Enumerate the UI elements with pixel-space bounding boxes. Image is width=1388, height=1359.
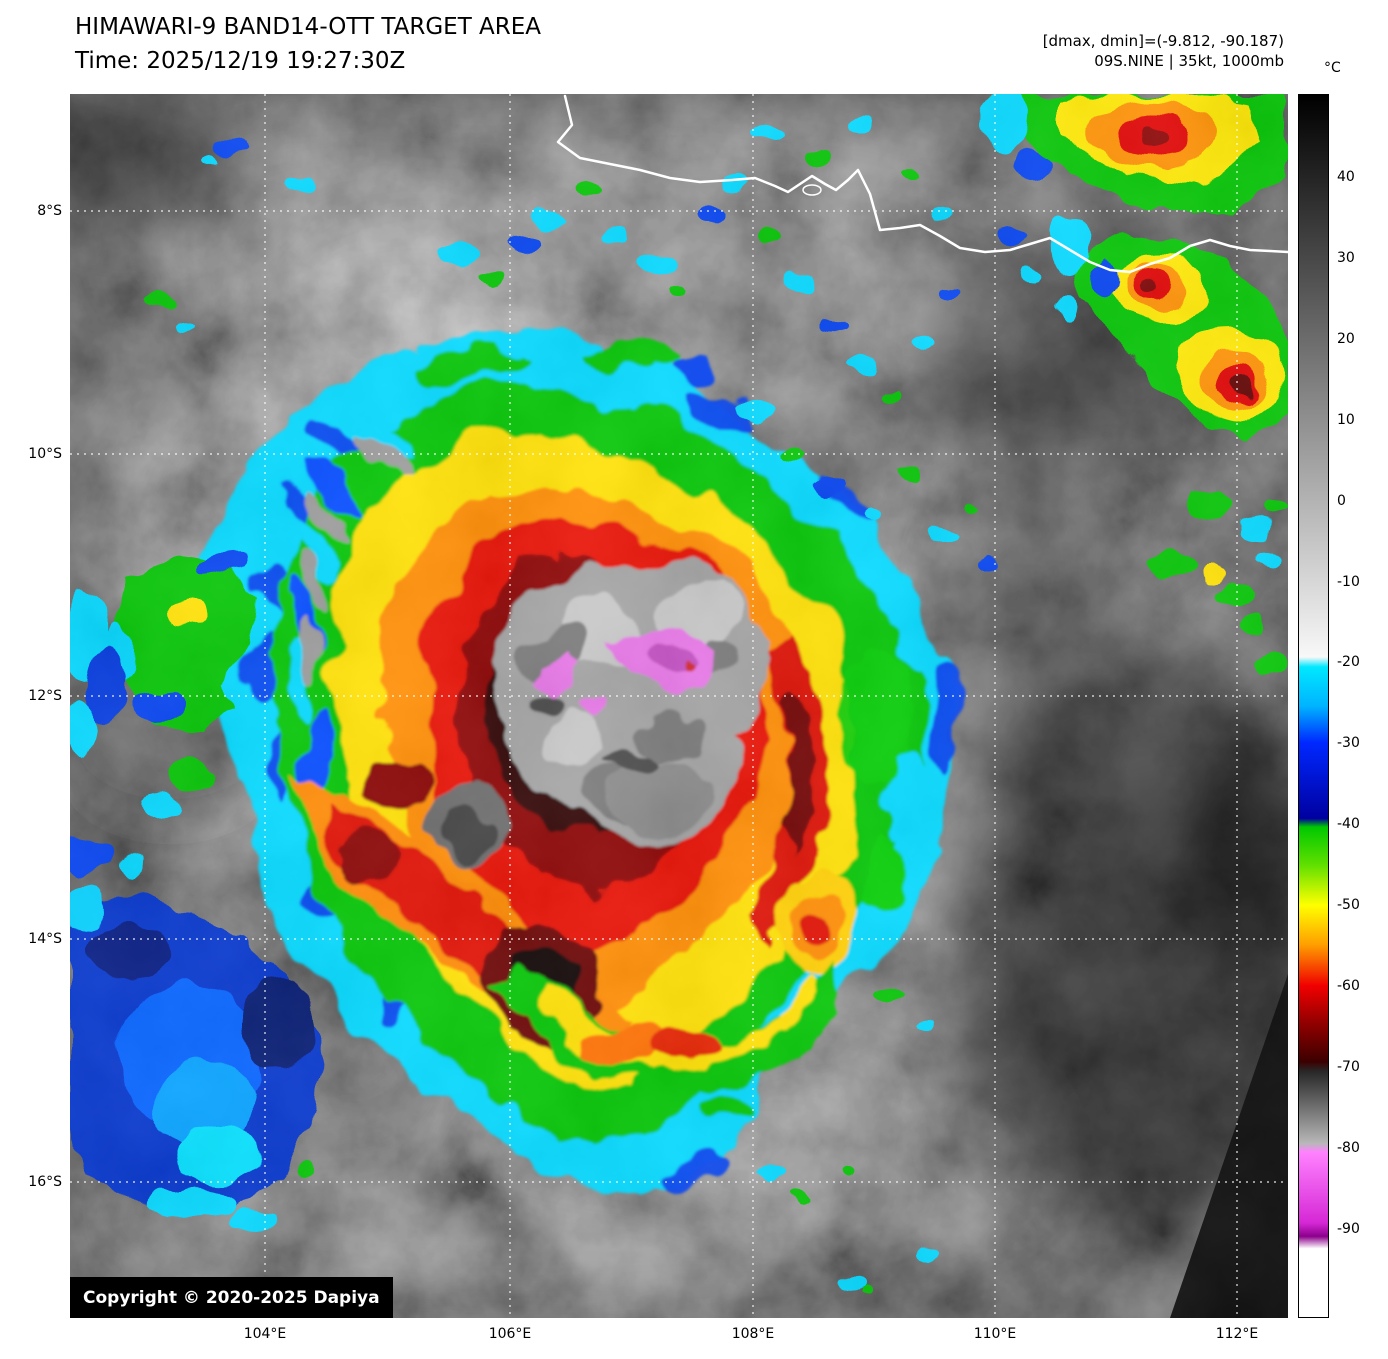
lon-label: 104°E: [243, 1326, 287, 1342]
lon-label: 112°E: [1215, 1326, 1259, 1342]
lat-label: 14°S: [28, 931, 62, 947]
colorbar-tick: -70: [1337, 1059, 1360, 1075]
colorbar-tick: 30: [1337, 250, 1355, 266]
colorbar-tick: -20: [1337, 654, 1360, 670]
lat-label: 10°S: [28, 446, 62, 462]
grain-overlay: [70, 94, 1288, 1318]
graticule: [70, 94, 1288, 1318]
colorbar-tick: -10: [1337, 574, 1360, 590]
lat-label: 16°S: [28, 1174, 62, 1190]
colorbar-tick: -30: [1337, 735, 1360, 751]
colorbar-tick: -90: [1337, 1221, 1360, 1237]
temperature-colorbar: [1298, 94, 1329, 1318]
colorbar-tick: -50: [1337, 897, 1360, 913]
lon-label: 108°E: [731, 1326, 775, 1342]
lat-label: 12°S: [28, 688, 62, 704]
lon-label: 106°E: [488, 1326, 532, 1342]
lon-label: 110°E: [973, 1326, 1017, 1342]
copyright-strip: Copyright © 2020-2025 Dapiya: [70, 1277, 393, 1318]
storm-info: 09S.NINE | 35kt, 1000mb: [1094, 52, 1284, 70]
lat-label: 8°S: [37, 203, 62, 219]
colorbar-tick: 10: [1337, 412, 1355, 428]
colorbar-tick: 20: [1337, 331, 1355, 347]
colorbar-tick: -60: [1337, 978, 1360, 994]
dmax-dmin-readout: [dmax, dmin]=(-9.812, -90.187): [1042, 32, 1284, 50]
colorbar-unit-label: °C: [1324, 60, 1341, 76]
page-title: HIMAWARI-9 BAND14-OTT TARGET AREA: [75, 14, 542, 40]
colorbar-tick: -80: [1337, 1140, 1360, 1156]
satellite-map: [70, 94, 1288, 1318]
timestamp: Time: 2025/12/19 19:27:30Z: [75, 48, 406, 74]
colorbar-tick: 0: [1337, 493, 1346, 509]
colorbar-tick: 40: [1337, 169, 1355, 185]
colorbar-tick: -40: [1337, 816, 1360, 832]
coastline: [556, 94, 1288, 274]
